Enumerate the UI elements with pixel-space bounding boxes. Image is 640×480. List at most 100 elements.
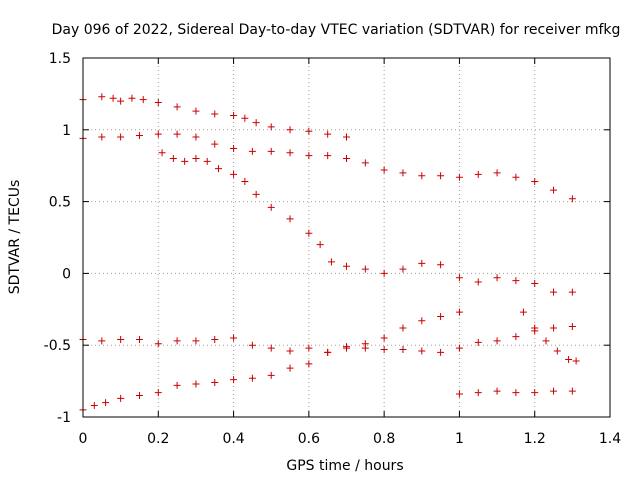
data-point (158, 149, 166, 157)
data-points (79, 93, 580, 414)
data-point (343, 155, 350, 163)
data-point (192, 155, 200, 163)
data-point (117, 335, 125, 343)
data-point (305, 127, 313, 135)
data-point (98, 337, 106, 345)
data-point (324, 348, 332, 356)
data-point (192, 133, 200, 141)
data-point (327, 258, 335, 266)
data-point (154, 130, 162, 138)
data-point (117, 394, 125, 402)
data-point (437, 348, 445, 356)
data-point (380, 346, 388, 354)
data-point (361, 265, 369, 273)
data-point (305, 360, 313, 368)
data-point (568, 195, 576, 203)
data-point (531, 279, 539, 287)
data-point (568, 387, 576, 395)
data-point (286, 364, 294, 372)
x-tick-label: 1.2 (524, 431, 546, 447)
data-point (267, 344, 275, 352)
data-point (192, 337, 200, 345)
series-6 (455, 387, 576, 398)
data-point (135, 391, 143, 399)
data-point (399, 324, 407, 332)
data-point (512, 277, 520, 285)
data-point (286, 126, 294, 134)
data-point (267, 123, 275, 131)
data-point (455, 344, 463, 352)
data-point (252, 119, 260, 127)
x-tick-label: 1 (455, 431, 464, 447)
x-axis-label: GPS time / hours (286, 458, 403, 474)
data-point (211, 379, 219, 387)
data-point (553, 347, 561, 355)
data-point (512, 389, 520, 397)
data-point (252, 190, 260, 198)
data-point (455, 274, 463, 282)
data-point (568, 323, 576, 331)
data-point (550, 288, 558, 296)
y-tick-label: 0.5 (49, 195, 71, 211)
data-point (324, 130, 332, 138)
data-point (139, 96, 147, 104)
data-point (493, 337, 501, 345)
data-point (230, 170, 238, 178)
data-point (286, 215, 294, 223)
data-point (305, 229, 313, 237)
data-point (154, 99, 162, 107)
data-point (437, 312, 445, 320)
data-point (437, 261, 445, 269)
data-point (211, 335, 219, 343)
y-tick-label: -1 (57, 410, 71, 426)
data-point (173, 130, 181, 138)
data-point (169, 155, 177, 163)
y-tick-label: 1.5 (49, 51, 71, 67)
axis-ticks: 0 0.2 0.4 0.6 0.8 1 1.2 1.4 -1 -0.5 0 0.5 1 1.5 (44, 51, 622, 447)
data-point (399, 346, 407, 354)
data-point (361, 159, 369, 167)
data-point (154, 389, 162, 397)
data-point (343, 262, 350, 270)
data-point (550, 387, 558, 395)
data-point (248, 374, 256, 382)
data-point (474, 170, 482, 178)
data-point (267, 147, 275, 155)
data-point (418, 347, 426, 355)
x-tick-label: 0.4 (222, 431, 244, 447)
data-point (192, 380, 200, 388)
data-point (98, 133, 106, 141)
data-point (343, 133, 350, 141)
data-point (230, 334, 238, 342)
data-point (380, 166, 388, 174)
data-point (531, 324, 539, 332)
x-tick-label: 0 (79, 431, 88, 447)
data-point (248, 147, 256, 155)
data-point (474, 338, 482, 346)
x-tick-label: 0.8 (373, 431, 395, 447)
data-point (519, 308, 527, 316)
data-point (316, 241, 324, 249)
data-point (109, 94, 117, 102)
data-point (418, 317, 426, 325)
data-point (455, 390, 463, 398)
chart-title: Day 096 of 2022, Sidereal Day-to-day VTE… (52, 22, 621, 38)
data-point (90, 402, 98, 410)
data-point (550, 324, 558, 332)
data-point (267, 371, 275, 379)
data-point (98, 93, 106, 101)
data-point (267, 203, 275, 211)
data-point (211, 140, 219, 148)
data-point (305, 152, 313, 160)
data-point (203, 157, 211, 165)
data-point (493, 169, 501, 177)
series-1 (79, 93, 350, 141)
data-point (531, 389, 539, 397)
data-point (173, 381, 181, 389)
series-7 (519, 308, 580, 365)
data-point (437, 172, 445, 180)
data-point (418, 172, 426, 180)
x-tick-label: 0.2 (147, 431, 169, 447)
data-point (493, 387, 501, 395)
